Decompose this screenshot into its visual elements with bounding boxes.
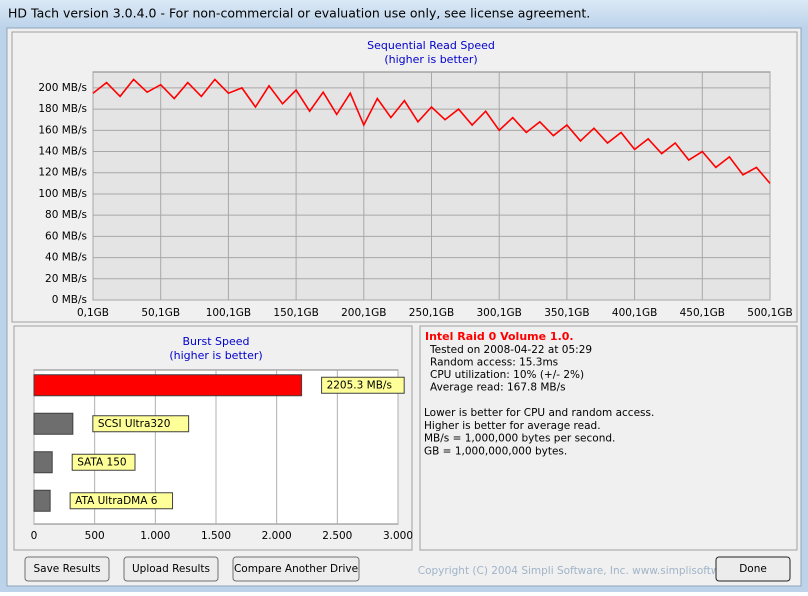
y-tick-label: 200 MB/s bbox=[38, 82, 87, 94]
bar-label: SATA 150 bbox=[77, 456, 126, 468]
bar bbox=[33, 451, 53, 474]
x-tick-label: 400,1GB bbox=[612, 307, 657, 319]
x-tick-label: 250,1GB bbox=[409, 307, 454, 319]
x-tick-label: 2.500 bbox=[322, 530, 352, 542]
bar bbox=[33, 489, 51, 512]
label-box bbox=[71, 453, 136, 471]
info-note: GB = 1,000,000,000 bytes. bbox=[424, 445, 567, 457]
x-tick-label: 100,1GB bbox=[206, 307, 251, 319]
value-label: 2205.3 MB/s bbox=[327, 379, 392, 391]
info-line: Tested on 2008-04-22 at 05:29 bbox=[429, 344, 592, 356]
y-tick-label: 60 MB/s bbox=[45, 230, 87, 242]
button[interactable] bbox=[232, 556, 360, 582]
x-tick-label: 200,1GB bbox=[341, 307, 386, 319]
button[interactable] bbox=[24, 556, 110, 582]
y-tick-label: 20 MB/s bbox=[45, 273, 87, 285]
button-label[interactable]: Done bbox=[739, 563, 767, 575]
bar bbox=[33, 412, 74, 435]
chart-title: Burst Speed bbox=[182, 335, 249, 348]
y-tick-label: 100 MB/s bbox=[38, 188, 87, 200]
x-tick-label: 0,1GB bbox=[77, 307, 109, 319]
info-line: CPU utilization: 10% (+/- 2%) bbox=[430, 369, 584, 381]
copyright: Copyright (C) 2004 Simpli Software, Inc.… bbox=[418, 565, 762, 577]
bar bbox=[33, 374, 303, 397]
button-label[interactable]: Compare Another Drive bbox=[234, 563, 358, 575]
label-box bbox=[321, 376, 405, 394]
x-tick-label: 500,1GB bbox=[747, 307, 792, 319]
chart-subtitle: (higher is better) bbox=[169, 349, 262, 362]
x-tick-label: 500 bbox=[85, 530, 105, 542]
x-tick-label: 3.000 bbox=[383, 530, 413, 542]
y-tick-label: 180 MB/s bbox=[38, 103, 87, 115]
x-tick-label: 2.000 bbox=[262, 530, 292, 542]
x-tick-label: 450,1GB bbox=[680, 307, 725, 319]
info-note: Lower is better for CPU and random acces… bbox=[424, 407, 654, 419]
chart-title: Sequential Read Speed bbox=[367, 39, 495, 52]
title-bar bbox=[0, 0, 808, 28]
button[interactable] bbox=[123, 556, 219, 582]
bar-label: ATA UltraDMA 6 bbox=[75, 495, 158, 507]
info-panel bbox=[419, 325, 798, 551]
window-title: HD Tach version 3.0.4.0 - For non-commer… bbox=[8, 6, 590, 21]
x-tick-label: 150,1GB bbox=[273, 307, 318, 319]
x-tick-label: 0 bbox=[31, 530, 38, 542]
info-title: Intel Raid 0 Volume 1.0. bbox=[425, 330, 574, 343]
x-tick-label: 1.000 bbox=[140, 530, 170, 542]
y-tick-label: 160 MB/s bbox=[38, 124, 87, 136]
info-note: Higher is better for average read. bbox=[424, 420, 601, 432]
button-label[interactable]: Save Results bbox=[33, 563, 100, 575]
x-tick-label: 300,1GB bbox=[476, 307, 521, 319]
y-tick-label: 0 MB/s bbox=[52, 294, 87, 306]
info-note: MB/s = 1,000,000 bytes per second. bbox=[424, 433, 615, 445]
x-tick-label: 350,1GB bbox=[544, 307, 589, 319]
button-label[interactable]: Upload Results bbox=[132, 563, 210, 575]
bar-label: SCSI Ultra320 bbox=[98, 418, 171, 430]
y-tick-label: 140 MB/s bbox=[38, 146, 87, 158]
info-line: Random access: 15.3ms bbox=[430, 357, 558, 369]
info-line: Average read: 167.8 MB/s bbox=[430, 382, 566, 394]
y-tick-label: 80 MB/s bbox=[45, 209, 87, 221]
read-speed-line bbox=[92, 78, 771, 184]
y-tick-label: 40 MB/s bbox=[45, 252, 87, 264]
button[interactable] bbox=[715, 556, 791, 582]
label-box bbox=[69, 492, 174, 510]
x-tick-label: 1.500 bbox=[201, 530, 231, 542]
x-tick-label: 50,1GB bbox=[141, 307, 180, 319]
label-box bbox=[92, 415, 190, 433]
y-tick-label: 120 MB/s bbox=[38, 167, 87, 179]
chart-subtitle: (higher is better) bbox=[384, 53, 477, 66]
